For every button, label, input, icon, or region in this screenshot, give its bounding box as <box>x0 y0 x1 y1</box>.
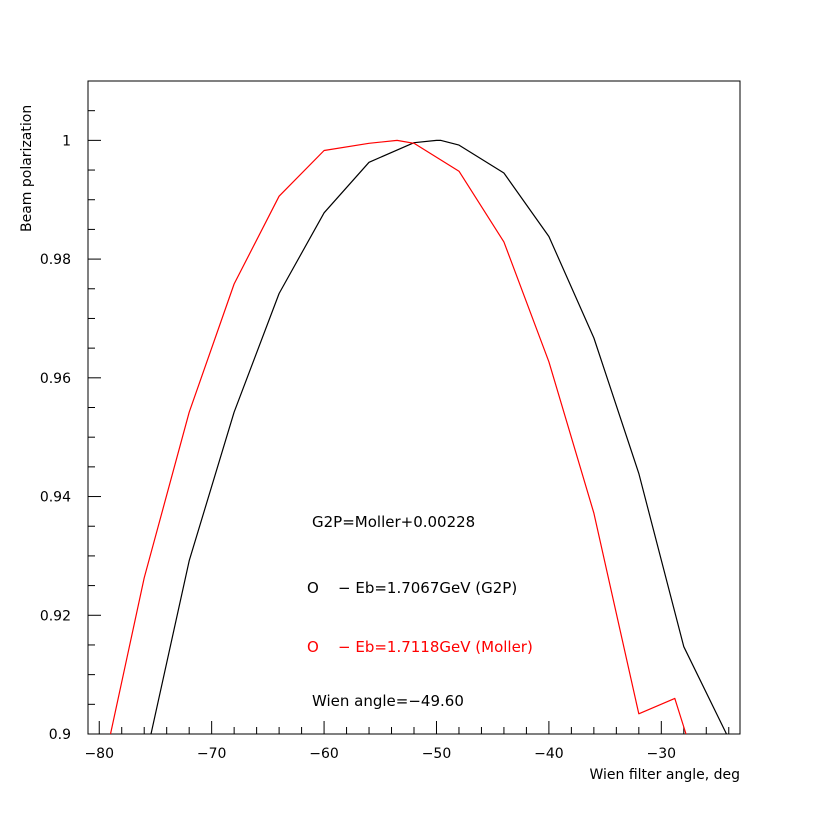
offset-annotation: G2P=Moller+0.00228 <box>312 513 475 531</box>
y-tick-label: 0.96 <box>40 371 71 387</box>
legend-moller-marker: O <box>307 638 319 656</box>
y-tick-label: 1 <box>62 133 71 149</box>
wien-angle-annotation: Wien angle=−49.60 <box>312 692 464 710</box>
axis-ticks: −80 −70 −60 −50 −40 −30 0.9 0.92 0.94 0.96 0.98 1 <box>40 80 730 762</box>
legend-g2p-marker: O <box>307 579 319 597</box>
legend-g2p-label: − Eb=1.7067GeV (G2P) <box>338 579 517 597</box>
series-lines <box>109 139 728 735</box>
x-axis-title: Wien filter angle, deg <box>589 767 740 783</box>
y-axis-title: Beam polarization <box>19 105 35 232</box>
x-tick-label: −60 <box>309 746 339 762</box>
x-tick-label: −80 <box>84 746 114 762</box>
y-tick-label: 0.92 <box>40 608 71 624</box>
x-tick-label: −30 <box>647 746 677 762</box>
x-tick-label: −70 <box>197 746 227 762</box>
plot-frame <box>87 80 741 735</box>
legend-moller-label: − Eb=1.7118GeV (Moller) <box>338 638 533 656</box>
x-tick-label: −40 <box>534 746 564 762</box>
y-tick-label: 0.94 <box>40 490 71 506</box>
y-tick-label: 0.98 <box>40 252 71 268</box>
x-tick-label: −50 <box>422 746 452 762</box>
y-tick-label: 0.9 <box>49 727 71 743</box>
series-line-g2p <box>150 139 728 735</box>
series-line-moller <box>109 139 687 735</box>
